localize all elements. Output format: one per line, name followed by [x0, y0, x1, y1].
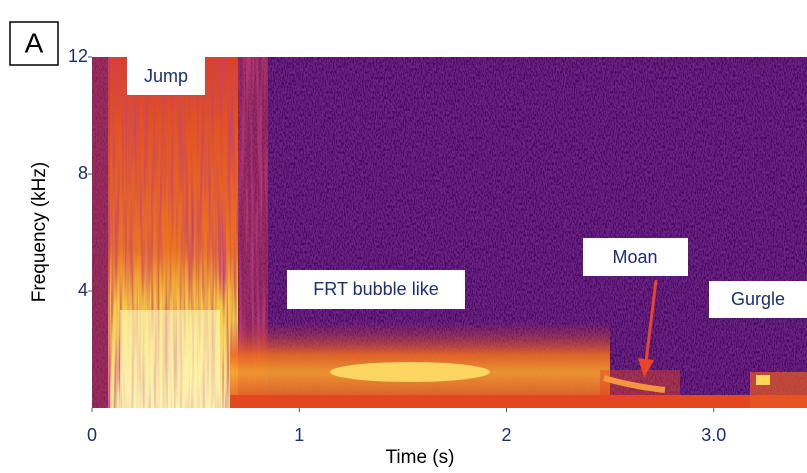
annotation: Moan: [612, 247, 657, 267]
annotation-box: [709, 281, 807, 318]
y-tick-label: 8: [78, 163, 88, 183]
arrow-head: [638, 358, 654, 378]
x-axis-label: Time (s): [386, 447, 455, 468]
panel-box: [9, 21, 59, 66]
annotation-box: [583, 238, 688, 276]
annotation-box: [287, 270, 465, 309]
annotation: Gurgle: [731, 289, 785, 309]
x-tick-label: 2: [501, 425, 511, 445]
x-tick-label: 1: [294, 425, 304, 445]
annotation: Jump: [144, 66, 188, 86]
arrow: [644, 279, 658, 363]
x-tick-label: 3.0: [701, 425, 726, 445]
spectrogram: [92, 57, 807, 408]
panel-label: A: [25, 27, 44, 58]
y-tick-label: 4: [78, 280, 88, 300]
annotation: FRT bubble like: [313, 279, 438, 299]
y-tick-label: 12: [68, 46, 88, 66]
y-axis-label: Frequency (kHz): [29, 162, 50, 302]
annotation-box: [127, 57, 205, 95]
x-tick-label: 0: [87, 425, 97, 445]
